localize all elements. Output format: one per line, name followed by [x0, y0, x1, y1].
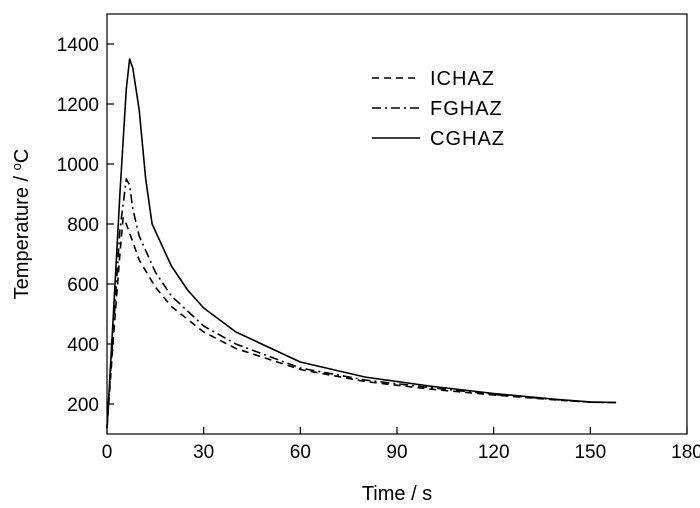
y-tick-label: 600: [67, 275, 99, 296]
x-tick-label: 30: [193, 442, 214, 463]
x-tick-label: 0: [102, 442, 113, 463]
y-tick-label: 1200: [57, 95, 99, 116]
y-axis-label: Temperature / oC: [9, 149, 34, 300]
x-tick-label: 150: [574, 442, 606, 463]
x-tick-label: 180: [671, 442, 700, 463]
series-line-fghaz: [106, 178, 617, 429]
y-tick-label: 400: [67, 335, 99, 356]
y-tick-label: 200: [67, 395, 99, 416]
series-line-ichaz: [106, 217, 617, 429]
x-tick-label: 60: [290, 442, 311, 463]
ticks-layer: 0 30 60 90 120 150 180 200 400 600 800 1000 1200 1400: [57, 35, 700, 463]
x-tick-label: 90: [386, 442, 407, 463]
legend-label-fghaz: FGHAZ: [430, 98, 503, 120]
y-tick-label: 1000: [57, 155, 99, 176]
legend-label-ichaz: ICHAZ: [430, 68, 495, 90]
y-tick-label: 800: [67, 215, 99, 236]
y-axis-label-unit: C: [11, 149, 33, 163]
x-tick-label: 120: [478, 442, 510, 463]
legend-label-cghaz: CGHAZ: [430, 128, 505, 150]
series-line-cghaz: [106, 58, 617, 429]
y-tick-label: 1400: [57, 35, 99, 56]
x-axis-label: Time / s: [362, 483, 432, 505]
series-layer: [106, 58, 617, 429]
y-axis-label-degree: o: [9, 163, 24, 170]
y-axis-label-text: Temperature /: [11, 170, 33, 299]
legend: ICHAZ FGHAZ CGHAZ: [372, 68, 505, 150]
